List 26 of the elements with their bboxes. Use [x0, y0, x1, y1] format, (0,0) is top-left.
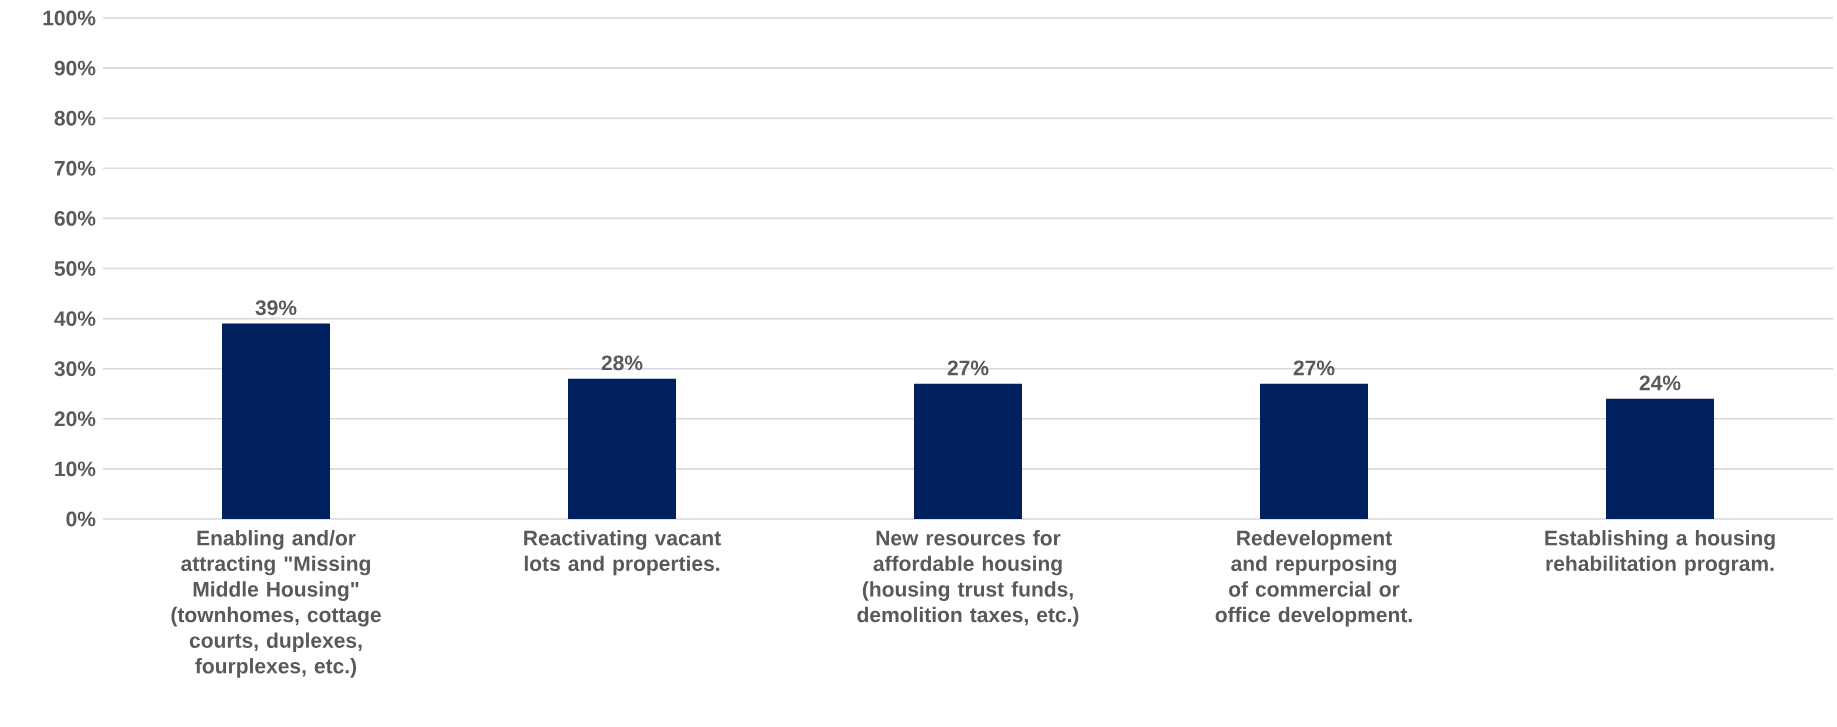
y-tick-label: 40% — [54, 311, 96, 327]
y-tick-label: 50% — [54, 261, 96, 276]
bar — [222, 323, 331, 519]
y-tick-label: 70% — [54, 160, 96, 176]
data-label: 24% — [1639, 375, 1681, 391]
data-label: 27% — [947, 360, 989, 376]
x-tick-label: Enabling and/or attracting "Missing Middle Housing" (townhomes, cottage courts, duplexes, fourplexes, etc.) — [171, 530, 381, 678]
y-tick-label: 80% — [54, 110, 96, 126]
x-tick-label: New resources for affordable housing (housing trust funds, demolition taxes, etc.) — [857, 530, 1079, 627]
x-tick-label: Reactivating vacant lots and properties. — [524, 530, 721, 576]
y-tick-label: 100% — [43, 10, 96, 26]
data-label: 39% — [255, 300, 297, 316]
y-tick-label: 60% — [54, 210, 96, 226]
bar — [914, 383, 1023, 519]
y-tick-label: 30% — [54, 361, 96, 377]
x-tick-label: Establishing a housing rehabilitation program. — [1545, 530, 1775, 576]
y-tick-label: 10% — [55, 461, 96, 477]
y-tick-label: 20% — [54, 411, 96, 427]
y-tick-label: 90% — [54, 60, 96, 76]
x-tick-label: Redevelopment and repurposing of commercial or office development. — [1215, 530, 1412, 627]
data-label: 28% — [601, 355, 643, 371]
y-tick-label: 0% — [66, 511, 96, 527]
data-label: 27% — [1293, 360, 1335, 376]
bar — [568, 378, 677, 519]
bar — [1260, 383, 1369, 519]
bar — [1606, 398, 1715, 519]
